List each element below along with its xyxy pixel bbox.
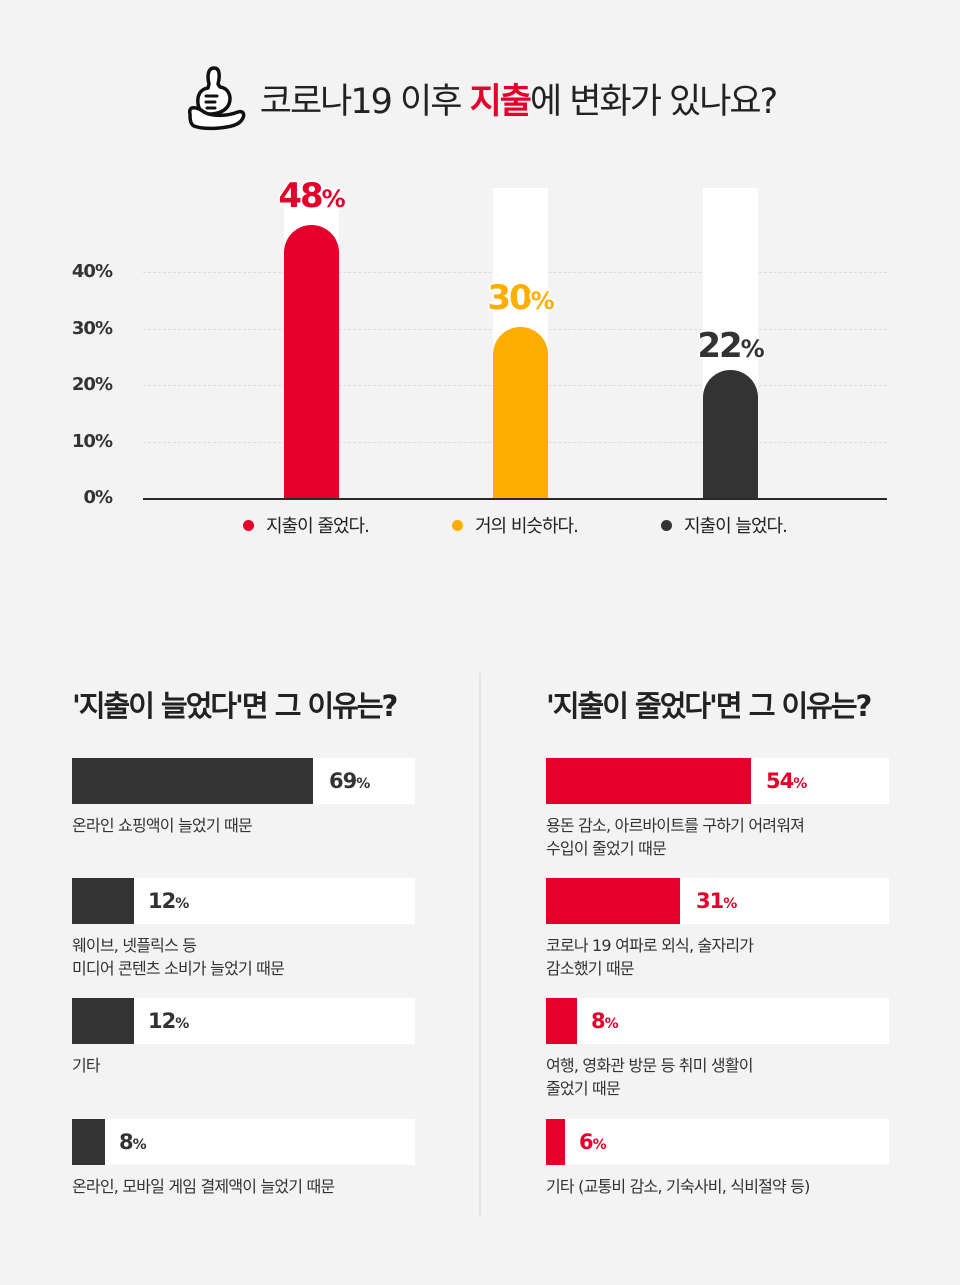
reason-label: 웨이브, 넷플릭스 등 미디어 콘텐츠 소비가 늘었기 때문 xyxy=(72,936,285,978)
reason-value: 8% xyxy=(119,1130,147,1154)
legend-item-similar: 거의 비슷하다. xyxy=(452,512,579,538)
reason-value: 12% xyxy=(148,889,189,913)
reason-value: 69% xyxy=(329,769,370,793)
bar-value-label: 30% xyxy=(487,278,554,318)
reason-bar-fill xyxy=(546,878,680,924)
reason-bar-track: 69% xyxy=(72,758,415,804)
reason-row: 69% 온라인 쇼핑액이 늘었기 때문 xyxy=(72,758,415,837)
reason-row: 8% 여행, 영화관 방문 등 취미 생활이 줄었기 때문 xyxy=(546,998,889,1100)
reason-row: 54% 용돈 감소, 아르바이트를 구하기 어려워져 수입이 줄었기 때문 xyxy=(546,758,889,860)
reason-bar-fill xyxy=(72,998,134,1044)
reason-label: 온라인, 모바일 게임 결제액이 늘었기 때문 xyxy=(72,1177,335,1196)
reason-label: 온라인 쇼핑액이 늘었기 때문 xyxy=(72,816,253,835)
bar-value-label: 48% xyxy=(278,176,345,216)
y-tick-label: 10% xyxy=(71,431,113,452)
reason-bar-fill xyxy=(546,1119,565,1165)
bar-value-label: 22% xyxy=(697,326,764,366)
reason-label: 기타 xyxy=(72,1056,101,1075)
y-tick-label: 40% xyxy=(71,261,113,282)
reason-bar-track: 8% xyxy=(546,998,889,1044)
reason-label: 여행, 영화관 방문 등 취미 생활이 줄었기 때문 xyxy=(546,1056,753,1098)
reason-bar-fill xyxy=(72,878,134,924)
reason-value: 8% xyxy=(591,1009,619,1033)
thumbs-up-hand-icon xyxy=(187,66,246,131)
reason-row: 12% 기타 xyxy=(72,998,415,1077)
reason-label: 용돈 감소, 아르바이트를 구하기 어려워져 수입이 줄었기 때문 xyxy=(546,816,805,858)
reason-bar-track: 12% xyxy=(72,878,415,924)
bar-decreased xyxy=(284,225,339,499)
reason-row: 8% 온라인, 모바일 게임 결제액이 늘었기 때문 xyxy=(72,1119,415,1198)
reason-row: 6% 기타 (교통비 감소, 기숙사비, 식비절약 등) xyxy=(546,1119,889,1198)
legend-item-decreased: 지출이 줄었다. xyxy=(243,512,370,538)
bar-similar xyxy=(493,327,548,499)
reason-bar-fill xyxy=(72,1119,105,1165)
legend-item-increased: 지출이 늘었다. xyxy=(661,512,788,538)
y-tick-label: 30% xyxy=(71,318,113,339)
y-tick-label: 20% xyxy=(71,374,113,395)
bar-increased xyxy=(703,370,758,499)
reason-value: 6% xyxy=(579,1130,607,1154)
legend-dot-icon xyxy=(452,519,463,531)
reason-bar-fill xyxy=(546,758,751,804)
legend-dot-icon xyxy=(243,519,254,531)
page-title: 코로나19 이후 지출에 변화가 있나요? xyxy=(259,81,778,122)
reason-row: 12% 웨이브, 넷플릭스 등 미디어 콘텐츠 소비가 늘었기 때문 xyxy=(72,878,415,980)
reason-row: 31% 코로나 19 여파로 외식, 술자리가 감소했기 때문 xyxy=(546,878,889,980)
reason-label: 코로나 19 여파로 외식, 술자리가 감소했기 때문 xyxy=(546,936,754,978)
reason-bar-track: 8% xyxy=(72,1119,415,1165)
section-title: '지출이 줄었다'면 그 이유는? xyxy=(546,689,872,723)
section-title: '지출이 늘었다'면 그 이유는? xyxy=(72,689,398,723)
reason-bar-fill xyxy=(72,758,313,804)
reason-bar-track: 54% xyxy=(546,758,889,804)
x-axis-line xyxy=(143,498,887,500)
page-header: 코로나19 이후 지출에 변화가 있나요? xyxy=(0,58,960,138)
y-tick-label: 0% xyxy=(83,487,113,508)
reason-bar-track: 12% xyxy=(72,998,415,1044)
reason-value: 54% xyxy=(766,769,807,793)
legend-dot-icon xyxy=(661,519,672,531)
section-divider xyxy=(479,673,481,1217)
reason-bar-track: 6% xyxy=(546,1119,889,1165)
reason-label: 기타 (교통비 감소, 기숙사비, 식비절약 등) xyxy=(546,1177,810,1196)
reason-value: 12% xyxy=(148,1009,189,1033)
reason-bar-track: 31% xyxy=(546,878,889,924)
reason-value: 31% xyxy=(696,889,737,913)
reason-bar-fill xyxy=(546,998,577,1044)
title-highlight: 지출 xyxy=(469,81,532,122)
